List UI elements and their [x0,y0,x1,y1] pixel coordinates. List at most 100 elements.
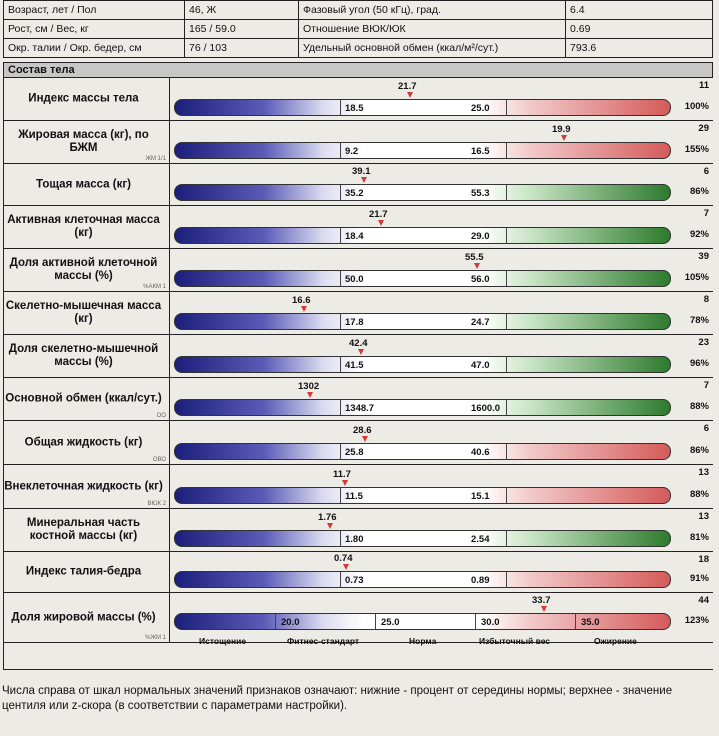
metric-label: Минеральная часть костной массы (кг) [26,517,141,542]
range-low: 11.5 [345,491,363,502]
scale-category: Избыточный вес [479,636,551,646]
range-high: 25.0 [471,103,490,114]
measured-value: 33.7 [532,595,551,606]
info-row: Окр. талии / Окр. бедер, см 76 / 103 Уде… [3,38,713,58]
range-low: 18.5 [345,103,364,114]
metric-label: Тощая масса (кг) [36,178,131,190]
range-high: 1600.0 [471,403,501,414]
measured-value: 21.7 [398,81,417,92]
range-high: 16.5 [471,146,490,157]
measured-value: 11.7 [333,469,351,480]
metric-label: Внеклеточная жидкость (кг) [4,480,163,492]
value-marker-icon [561,135,567,141]
scale-tick: 30.0 [481,617,500,628]
metric-code: ОО [156,413,166,419]
centile-value: 29 [698,123,709,134]
value-marker-icon [342,480,348,486]
centile-value: 8 [703,294,709,305]
info-cell: 0.69 [565,19,713,39]
metric-label-cell: Основной обмен (ккал/сут.) ОО [4,378,170,420]
metric-label-cell: Общая жидкость (кг) ОВО [4,421,170,464]
metric-row: Доля активной клеточной массы (%) %АКМ 1 5… [4,249,713,292]
scale-tick: 35.0 [581,617,600,628]
normal-range-box [340,314,507,329]
range-bar: 9.2 16.5 [174,142,671,159]
range-low: 9.2 [345,146,359,157]
percent-of-norm: 155% [684,144,709,155]
measured-value: 1302 [298,381,320,392]
metric-code: ОВО [152,457,166,463]
range-low: 1.80 [345,534,364,545]
metric-label-cell: Активная клеточная масса (кг) [4,206,170,248]
normal-range-box [340,185,507,200]
value-marker-icon [361,177,367,183]
range-bar: 50.0 56.0 [174,270,671,287]
info-cell: Возраст, лет / Пол [3,0,185,20]
metric-label: Активная клеточная масса (кг) [7,214,160,239]
measured-value: 0.74 [334,553,353,564]
measured-value: 55.5 [465,252,484,263]
range-bar: 20.0 25.0 30.0 35.0 [174,613,671,630]
range-bar: 1348.7 1600.0 [174,399,671,416]
range-bar: 1.80 2.54 [174,530,671,547]
normal-range-box [340,400,507,415]
metric-row: Индекс талия-бедра 0.73 0.89 0.74 18 91% [4,552,713,593]
info-cell: Отношение ВЮК/ЮК [298,19,566,39]
percent-of-norm: 100% [684,101,709,112]
metric-label: Доля жировой массы (%) [11,611,156,623]
percent-of-norm: 91% [689,573,709,584]
centile-value: 11 [698,80,709,91]
scale-divider [575,614,576,629]
value-marker-icon [362,436,368,442]
range-bar: 0.73 0.89 [174,571,671,588]
normal-range-box [340,271,507,286]
range-high: 15.1 [471,491,490,502]
metric-row: Активная клеточная масса (кг) 18.4 29.0 21.… [4,206,713,249]
patient-info-table: Возраст, лет / Пол 46, Ж Фазовый угол (5… [3,0,713,58]
value-marker-icon [378,220,384,226]
range-high: 0.89 [471,575,490,586]
section-title: Состав тела [3,62,713,77]
metric-row: Скелетно-мышечная масса (кг) 17.8 24.7 16.6… [4,292,713,335]
metric-code: ВЮК 2 [147,501,166,507]
normal-range-box [340,488,507,503]
measured-value: 28.6 [353,425,372,436]
range-low: 50.0 [345,274,364,285]
centile-value: 6 [703,423,709,434]
range-low: 18.4 [345,231,364,242]
metric-row: Доля жировой массы (%) %ЖМ 1 20.0 25.0 30.0 3… [4,593,713,646]
range-low: 25.8 [345,447,364,458]
range-bar: 11.5 15.1 [174,487,671,504]
scale-tick: 25.0 [381,617,400,628]
range-high: 40.6 [471,447,490,458]
metric-label: Доля активной клеточной массы (%) [9,257,158,282]
info-row: Возраст, лет / Пол 46, Ж Фазовый угол (5… [3,0,713,20]
value-marker-icon [474,263,480,269]
footer-note: Числа справа от шкал нормальных значений… [2,685,673,712]
percent-of-norm: 123% [684,615,709,626]
metric-label: Индекс талия-бедра [25,565,142,578]
centile-value: 6 [703,166,709,177]
metric-label-cell: Доля скелетно-мышечной массы (%) [4,335,170,377]
scale-category: Фитнес-стандарт [287,636,360,646]
range-low: 41.5 [345,360,364,371]
range-bar: 41.5 47.0 [174,356,671,373]
metric-row: Внеклеточная жидкость (кг) ВЮК 2 11.5 15.1 1… [4,465,713,509]
metric-row: Доля скелетно-мышечной массы (%) 41.5 47.0… [4,335,713,378]
percent-of-norm: 88% [689,489,709,500]
metric-row: Общая жидкость (кг) ОВО 25.8 40.6 28.6 6 86% [4,421,713,465]
value-marker-icon [301,306,307,312]
metric-row: Тощая масса (кг) 35.2 55.3 39.1 6 86% [4,164,713,206]
range-high: 2.54 [471,534,490,545]
centile-value: 13 [698,511,709,522]
metric-label: Скелетно-мышечная масса (кг) [5,300,162,325]
info-cell: 165 / 59.0 [184,19,299,39]
normal-range-box [340,531,507,546]
metric-row: Основной обмен (ккал/сут.) ОО 1348.7 1600.0… [4,378,713,421]
scale-divider [375,614,376,629]
metric-code: ЖМ 1/1 [145,156,166,162]
percent-of-norm: 92% [689,229,709,240]
info-cell: Окр. талии / Окр. бедер, см [3,38,185,58]
range-bar: 18.5 25.0 [174,99,671,116]
percent-of-norm: 96% [689,358,709,369]
